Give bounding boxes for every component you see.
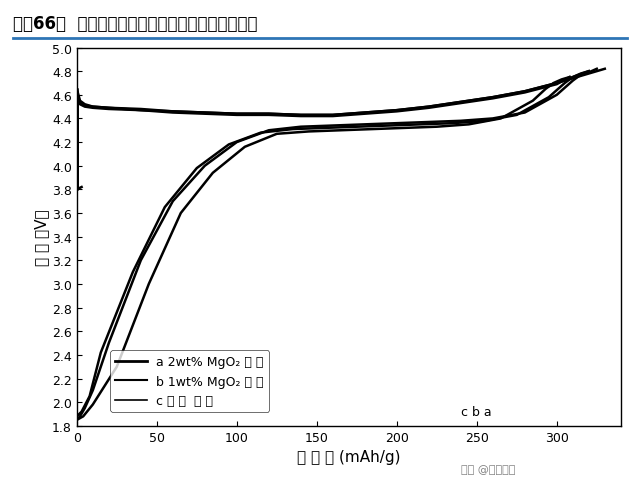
Y-axis label: 电 压 （V）: 电 压 （V） bbox=[34, 209, 49, 265]
X-axis label: 比 容 量 (mAh/g): 比 容 量 (mAh/g) bbox=[297, 449, 401, 464]
Text: 图表66：  氧化镁包覆的富锂锰基正极首次循环性能: 图表66： 氧化镁包覆的富锂锰基正极首次循环性能 bbox=[13, 15, 257, 32]
Text: 头条 @未来智库: 头条 @未来智库 bbox=[461, 464, 515, 474]
Text: c b a: c b a bbox=[461, 405, 492, 418]
Legend: a 2wt% MgO₂ 包 覆, b 1wt% MgO₂ 包 覆, c 空 白  样 品: a 2wt% MgO₂ 包 覆, b 1wt% MgO₂ 包 覆, c 空 白 … bbox=[110, 351, 269, 412]
